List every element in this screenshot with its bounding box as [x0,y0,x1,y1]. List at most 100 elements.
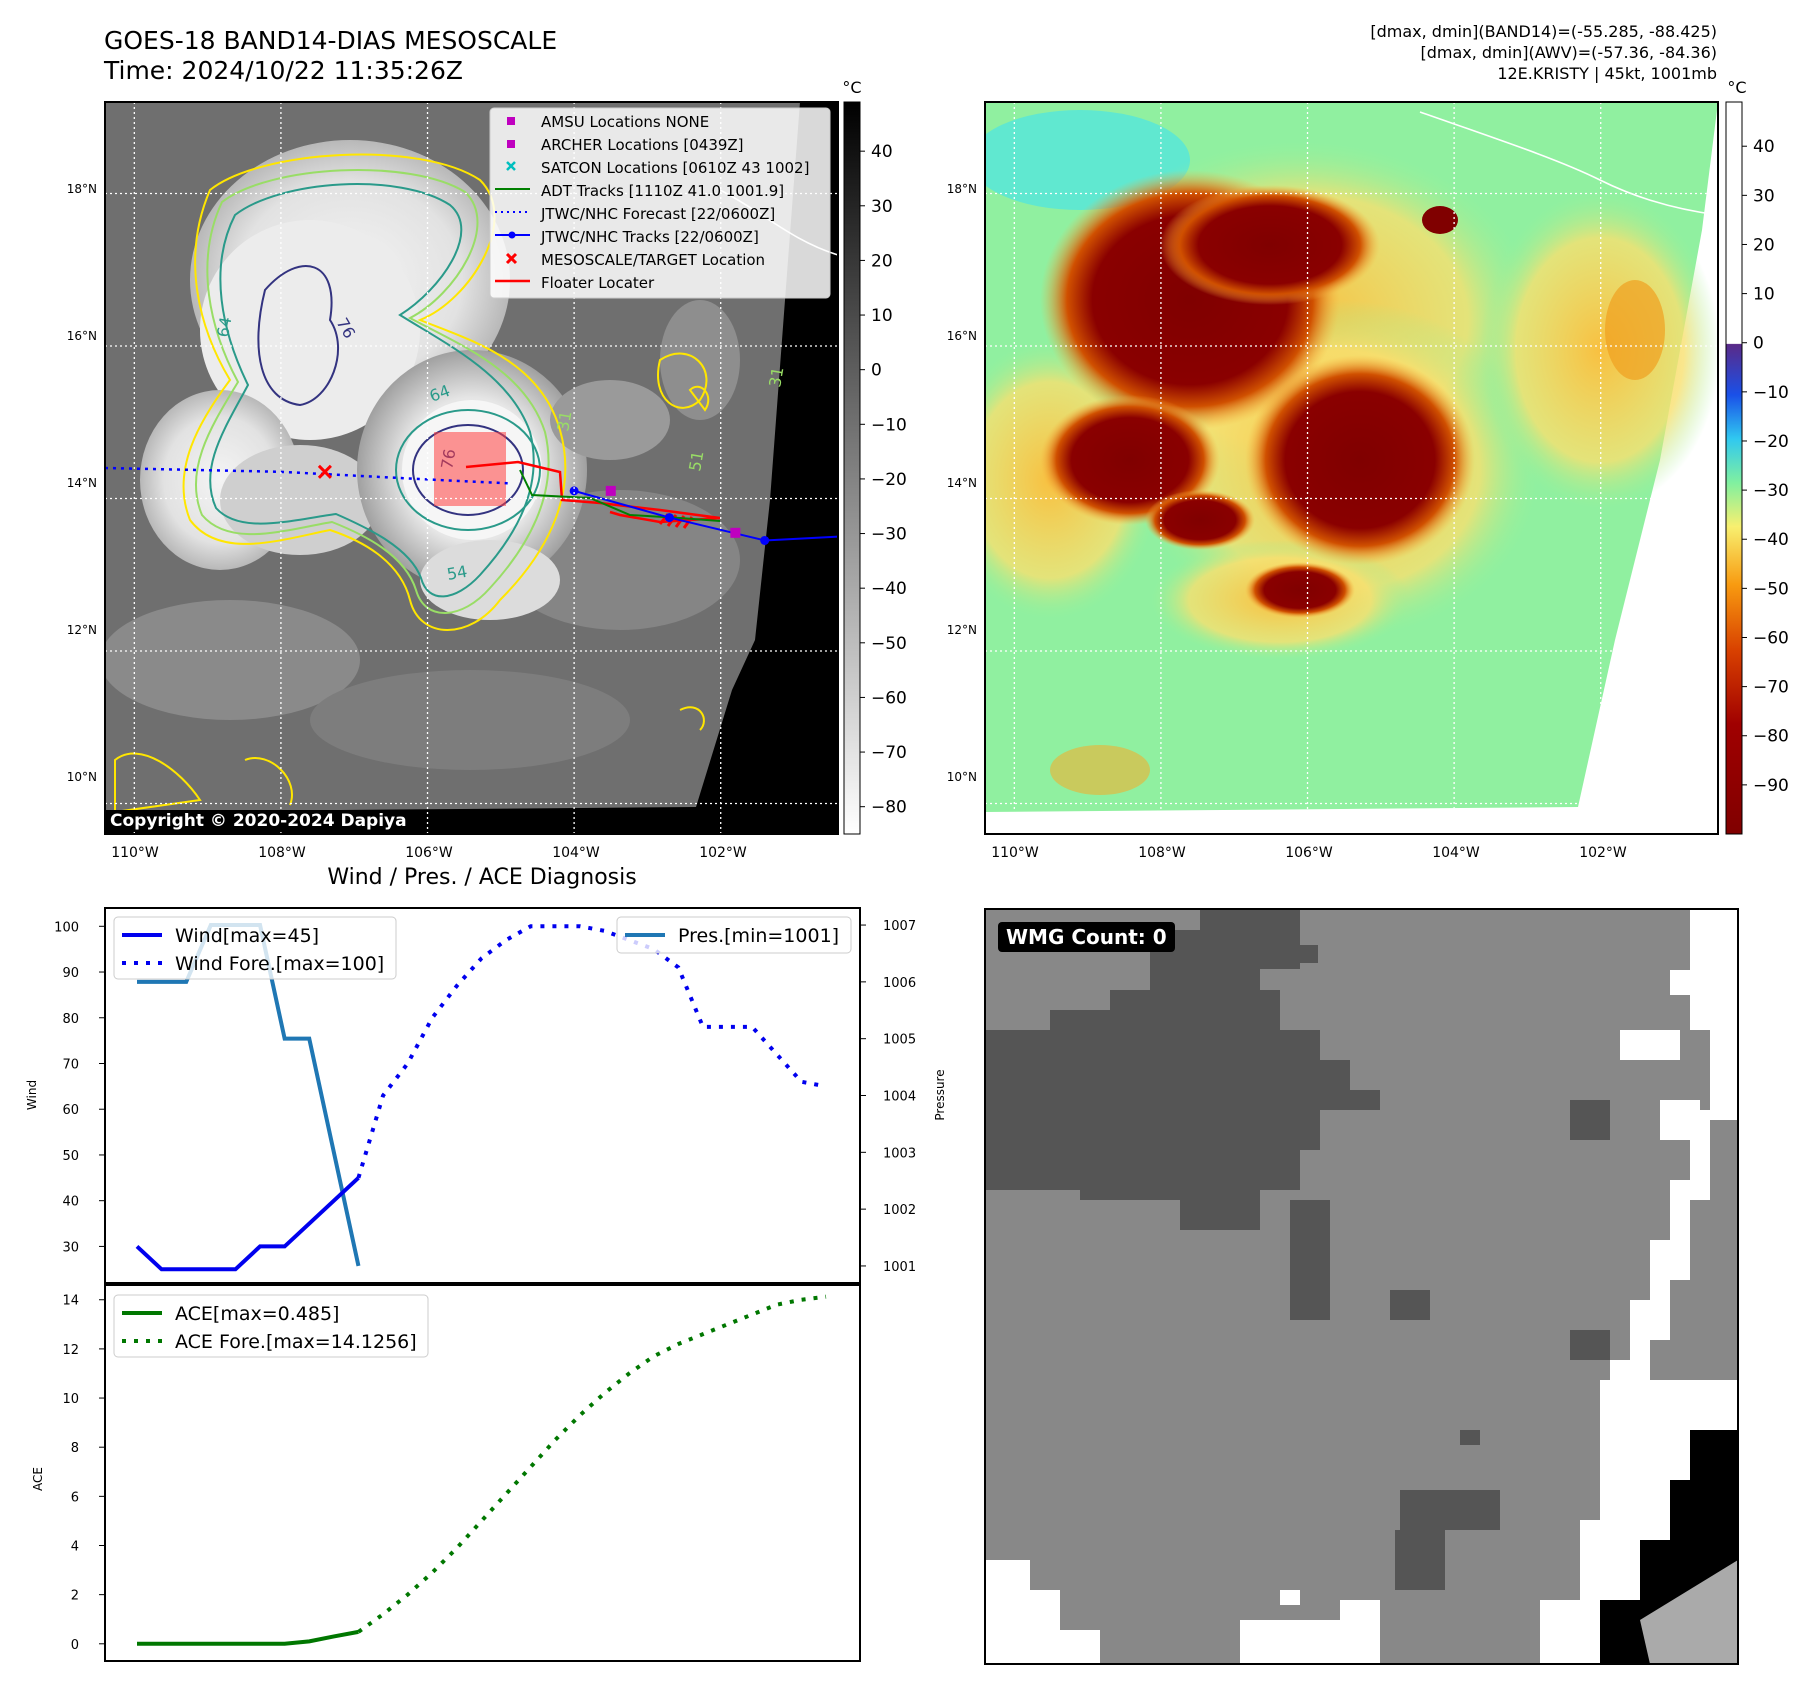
colorbar-tick-label: 30 [1753,186,1775,206]
ace-forecast-series-line [357,1294,827,1634]
ir-colorbar-unit: °C [842,78,861,97]
figure-title: GOES-18 BAND14-DIAS MESOSCALE [104,26,558,55]
ace-y-tick-label: 10 [62,1392,79,1407]
legend-wind-label: Wind[max=45] [175,925,319,947]
svg-text:54: 54 [445,562,468,584]
ace-y-tick-label: 8 [71,1441,79,1456]
ace-y-tick-label: 14 [62,1294,79,1309]
legend-target-marker [505,252,518,265]
awv-gridlines [985,102,1718,834]
ace-y-tick-label: 4 [71,1539,79,1554]
colorbar-tick-label: 0 [871,361,882,381]
pressure-axis-label: Pressure [933,1069,947,1120]
pressure-y-ticks: 1001 1002 1003 1004 1005 1006 1007 [860,919,916,1275]
legend-satcon-marker [506,161,516,171]
adt-track [519,469,721,522]
svg-text:12°N: 12°N [67,623,97,637]
svg-text:104°W: 104°W [1432,845,1480,861]
colorbar-tick-label: −30 [1753,481,1789,501]
colorbar-tick-label: −10 [871,415,907,435]
jtwc-track-points [569,486,770,545]
legend-ace-label: ACE[max=0.485] [175,1303,339,1325]
wind-y-tick-label: 80 [62,1012,79,1027]
pressure-y-tick-label: 1003 [883,1146,916,1161]
ace-y-tick-label: 0 [71,1638,79,1653]
colorbar-tick-label: 30 [871,197,893,217]
svg-text:18°N: 18°N [67,182,97,196]
archer-markers [605,485,741,538]
legend-jtwc-dot [508,231,516,239]
pressure-y-tick-label: 1001 [883,1260,916,1275]
dmax-awv: [dmax, dmin](AWV)=(-57.36, -84.36) [1420,43,1717,62]
wind-y-tick-label: 50 [62,1149,79,1164]
svg-text:104°W: 104°W [552,845,600,861]
colorbar-tick-label: −70 [871,743,907,763]
colorbar-tick-label: −50 [871,634,907,654]
jtwc-track-point [760,535,770,545]
dmax-band14: [dmax, dmin](BAND14)=(-55.285, -88.425) [1370,22,1717,41]
ir-colorbar-ticks: 40 30 20 10 0 −10 −20 −30 −40 −50 −60 −70 −80 [860,142,907,818]
colorbar-tick-label: −20 [1753,432,1789,452]
legend-label: ADT Tracks [1110Z 41.0 1001.9] [541,182,784,200]
wmg-imagery [985,909,1738,1664]
wind-y-tick-label: 90 [62,966,79,981]
jtwc-track-point [569,486,579,496]
svg-text:10°N: 10°N [947,770,977,784]
target-location-marker [317,464,332,479]
awv-map-frame [984,101,1719,835]
colorbar-tick-label: 10 [871,306,893,326]
legend-label: Floater Locater [541,274,655,292]
svg-text:12°N: 12°N [947,623,977,637]
pressure-y-tick-label: 1004 [883,1090,916,1105]
svg-text:14°N: 14°N [947,476,977,490]
legend-label: SATCON Locations [0610Z 43 1002] [541,159,809,177]
svg-text:102°W: 102°W [1579,845,1627,861]
ir-colorbar [843,101,861,835]
jtwc-forecast-track [104,466,509,485]
colorbar-tick-label: −60 [1753,628,1789,648]
pressure-y-tick-label: 1007 [883,919,916,934]
figure-time: Time: 2024/10/22 11:35:26Z [104,56,463,85]
awv-lon-labels: 110°W 108°W 106°W 104°W 102°W [991,845,1627,861]
svg-text:51: 51 [685,449,707,472]
jtwc-track-point [664,513,674,523]
svg-text:108°W: 108°W [258,845,306,861]
ace-axis-label: ACE [31,1467,45,1491]
svg-text:16°N: 16°N [67,329,97,343]
wind-series-line [135,1176,360,1272]
colorbar-tick-label: −80 [871,798,907,818]
colorbar-tick-label: 20 [871,251,893,271]
wind-y-ticks: 30 40 50 60 70 80 90 100 [54,920,105,1255]
svg-text:64: 64 [213,315,235,338]
awv-lat-labels: 18°N 16°N 14°N 12°N 10°N [947,182,977,784]
svg-text:106°W: 106°W [1285,845,1333,861]
colorbar-tick-label: −70 [1753,678,1789,698]
legend-label: JTWC/NHC Tracks [22/0600Z] [540,228,759,246]
ace-series-line [137,1629,359,1646]
ace-y-tick-label: 6 [71,1490,79,1505]
colorbar-tick-label: 10 [1753,285,1775,305]
ir-contours [114,153,710,814]
awv-colorbar-ticks: 40 30 20 10 0 −10 −20 −30 −40 −50 −60 −70 −80 −90 [1742,137,1789,796]
legend-archer-marker [507,140,515,148]
colorbar-tick-label: −40 [1753,530,1789,550]
diagnosis-title: Wind / Pres. / ACE Diagnosis [327,865,637,890]
ace-y-tick-label: 12 [62,1343,79,1358]
target-location-x [317,464,332,479]
svg-text:106°W: 106°W [405,845,453,861]
colorbar-tick-label: −20 [871,470,907,490]
legend-label: AMSU Locations NONE [541,113,709,131]
wind-axis-label: Wind [25,1080,39,1110]
awv-colorbar [1725,101,1743,835]
wind-y-tick-label: 30 [62,1240,79,1255]
wmg-frame [984,908,1739,1665]
legend-amsu-marker [507,117,515,125]
svg-text:14°N: 14°N [67,476,97,490]
ir-legend: AMSU Locations NONE ARCHER Locations [04… [489,107,831,299]
legend-wind-forecast-label: Wind Fore.[max=100] [175,953,384,975]
storm-info: 12E.KRISTY | 45kt, 1001mb [1497,64,1717,83]
wind-y-tick-label: 60 [62,1103,79,1118]
ir-lat-labels: 18°N 16°N 14°N 12°N 10°N [67,182,97,784]
